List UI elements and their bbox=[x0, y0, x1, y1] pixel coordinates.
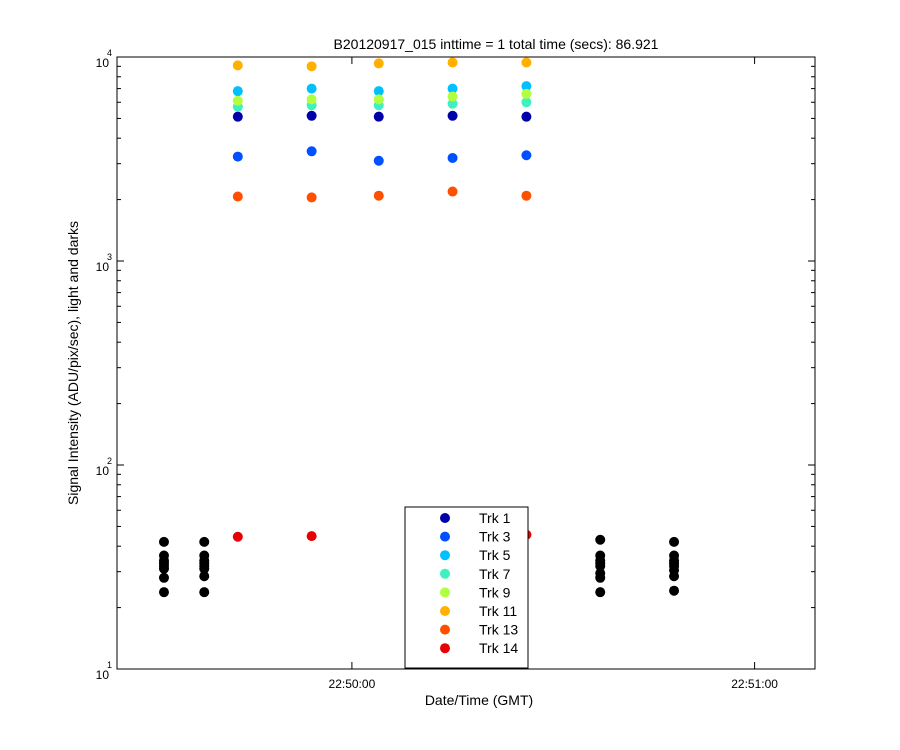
point-trk-11 bbox=[447, 57, 458, 68]
legend-marker bbox=[440, 550, 450, 561]
point-trk-13 bbox=[306, 192, 317, 203]
legend: Trk 1 Trk 3 Trk 5 Trk 7 Trk 9 Trk 11 Trk 13 Trk… bbox=[404, 506, 529, 669]
legend-label: Trk 1 bbox=[479, 510, 511, 526]
x-tick-label: 22:50:00 bbox=[329, 677, 376, 691]
legend-marker bbox=[440, 587, 450, 598]
legend-label: Trk 14 bbox=[479, 640, 518, 656]
legend-marker bbox=[440, 606, 450, 616]
dark-point bbox=[669, 571, 680, 582]
legend-marker bbox=[440, 568, 450, 579]
point-trk-5 bbox=[521, 81, 532, 92]
point-trk-7 bbox=[521, 97, 532, 108]
legend-label: Trk 9 bbox=[479, 584, 511, 600]
y-tick-exponent: 4 bbox=[107, 48, 112, 58]
point-trk-5 bbox=[306, 83, 317, 94]
point-trk-1 bbox=[447, 110, 458, 121]
point-trk-1 bbox=[306, 110, 317, 121]
legend-label: Trk 11 bbox=[479, 603, 517, 619]
point-trk-3 bbox=[447, 152, 458, 163]
legend-marker bbox=[440, 531, 450, 542]
dark-point bbox=[595, 560, 606, 571]
data-points bbox=[158, 57, 680, 598]
y-tick-label: 10 bbox=[96, 56, 110, 70]
x-tick-label: 22:51:00 bbox=[731, 677, 778, 691]
legend-label: Trk 13 bbox=[479, 622, 518, 638]
dark-point bbox=[595, 587, 606, 598]
point-trk-11 bbox=[521, 57, 532, 68]
dark-point bbox=[158, 587, 169, 598]
dark-point bbox=[158, 572, 169, 583]
legend-box bbox=[404, 506, 529, 669]
dark-point bbox=[158, 536, 169, 547]
chart-title: B20120917_015 inttime = 1 total time (se… bbox=[334, 36, 659, 52]
point-trk-1 bbox=[521, 111, 532, 122]
point-trk-9 bbox=[232, 95, 243, 106]
point-trk-14 bbox=[232, 531, 243, 542]
y-tick-label: 10 bbox=[96, 668, 110, 682]
legend-label: Trk 3 bbox=[479, 529, 511, 545]
y-tick-exponent: 3 bbox=[107, 252, 112, 262]
legend-marker bbox=[440, 624, 450, 635]
dark-point bbox=[199, 571, 210, 582]
y-axis-label: Signal Intensity (ADU/pix/sec), light an… bbox=[65, 221, 81, 505]
y-tick-label: 10 bbox=[96, 260, 110, 274]
point-trk-9 bbox=[373, 94, 384, 105]
point-trk-1 bbox=[232, 111, 243, 122]
point-trk-11 bbox=[373, 58, 384, 69]
dark-point bbox=[199, 536, 210, 547]
point-trk-5 bbox=[373, 86, 384, 97]
dark-point bbox=[158, 563, 169, 574]
dark-point bbox=[199, 563, 210, 574]
point-trk-11 bbox=[306, 61, 317, 72]
point-trk-7 bbox=[447, 98, 458, 109]
point-trk-3 bbox=[521, 150, 532, 161]
point-trk-13 bbox=[521, 190, 532, 201]
point-trk-13 bbox=[232, 191, 243, 202]
point-trk-14 bbox=[306, 531, 317, 542]
dark-point bbox=[669, 536, 680, 547]
point-trk-11 bbox=[232, 60, 243, 71]
legend-marker bbox=[440, 643, 450, 654]
dark-point bbox=[199, 587, 210, 598]
dark-point bbox=[669, 585, 680, 596]
point-trk-3 bbox=[306, 146, 317, 157]
dark-point bbox=[595, 534, 606, 545]
x-axis-label: Date/Time (GMT) bbox=[425, 692, 533, 708]
y-tick-label: 10 bbox=[96, 464, 110, 478]
point-trk-5 bbox=[232, 86, 243, 97]
dark-point bbox=[595, 572, 606, 583]
y-tick-exponent: 1 bbox=[107, 660, 112, 670]
legend-label: Trk 5 bbox=[479, 547, 511, 563]
legend-label: Trk 7 bbox=[479, 566, 511, 582]
point-trk-3 bbox=[232, 151, 243, 162]
point-trk-13 bbox=[373, 190, 384, 201]
point-trk-9 bbox=[447, 91, 458, 102]
point-trk-5 bbox=[447, 83, 458, 94]
point-trk-9 bbox=[306, 94, 317, 105]
point-trk-1 bbox=[373, 111, 384, 122]
point-trk-3 bbox=[373, 155, 384, 166]
point-trk-13 bbox=[447, 186, 458, 197]
y-tick-exponent: 2 bbox=[107, 456, 112, 466]
point-trk-9 bbox=[521, 88, 532, 99]
legend-marker bbox=[440, 513, 450, 523]
